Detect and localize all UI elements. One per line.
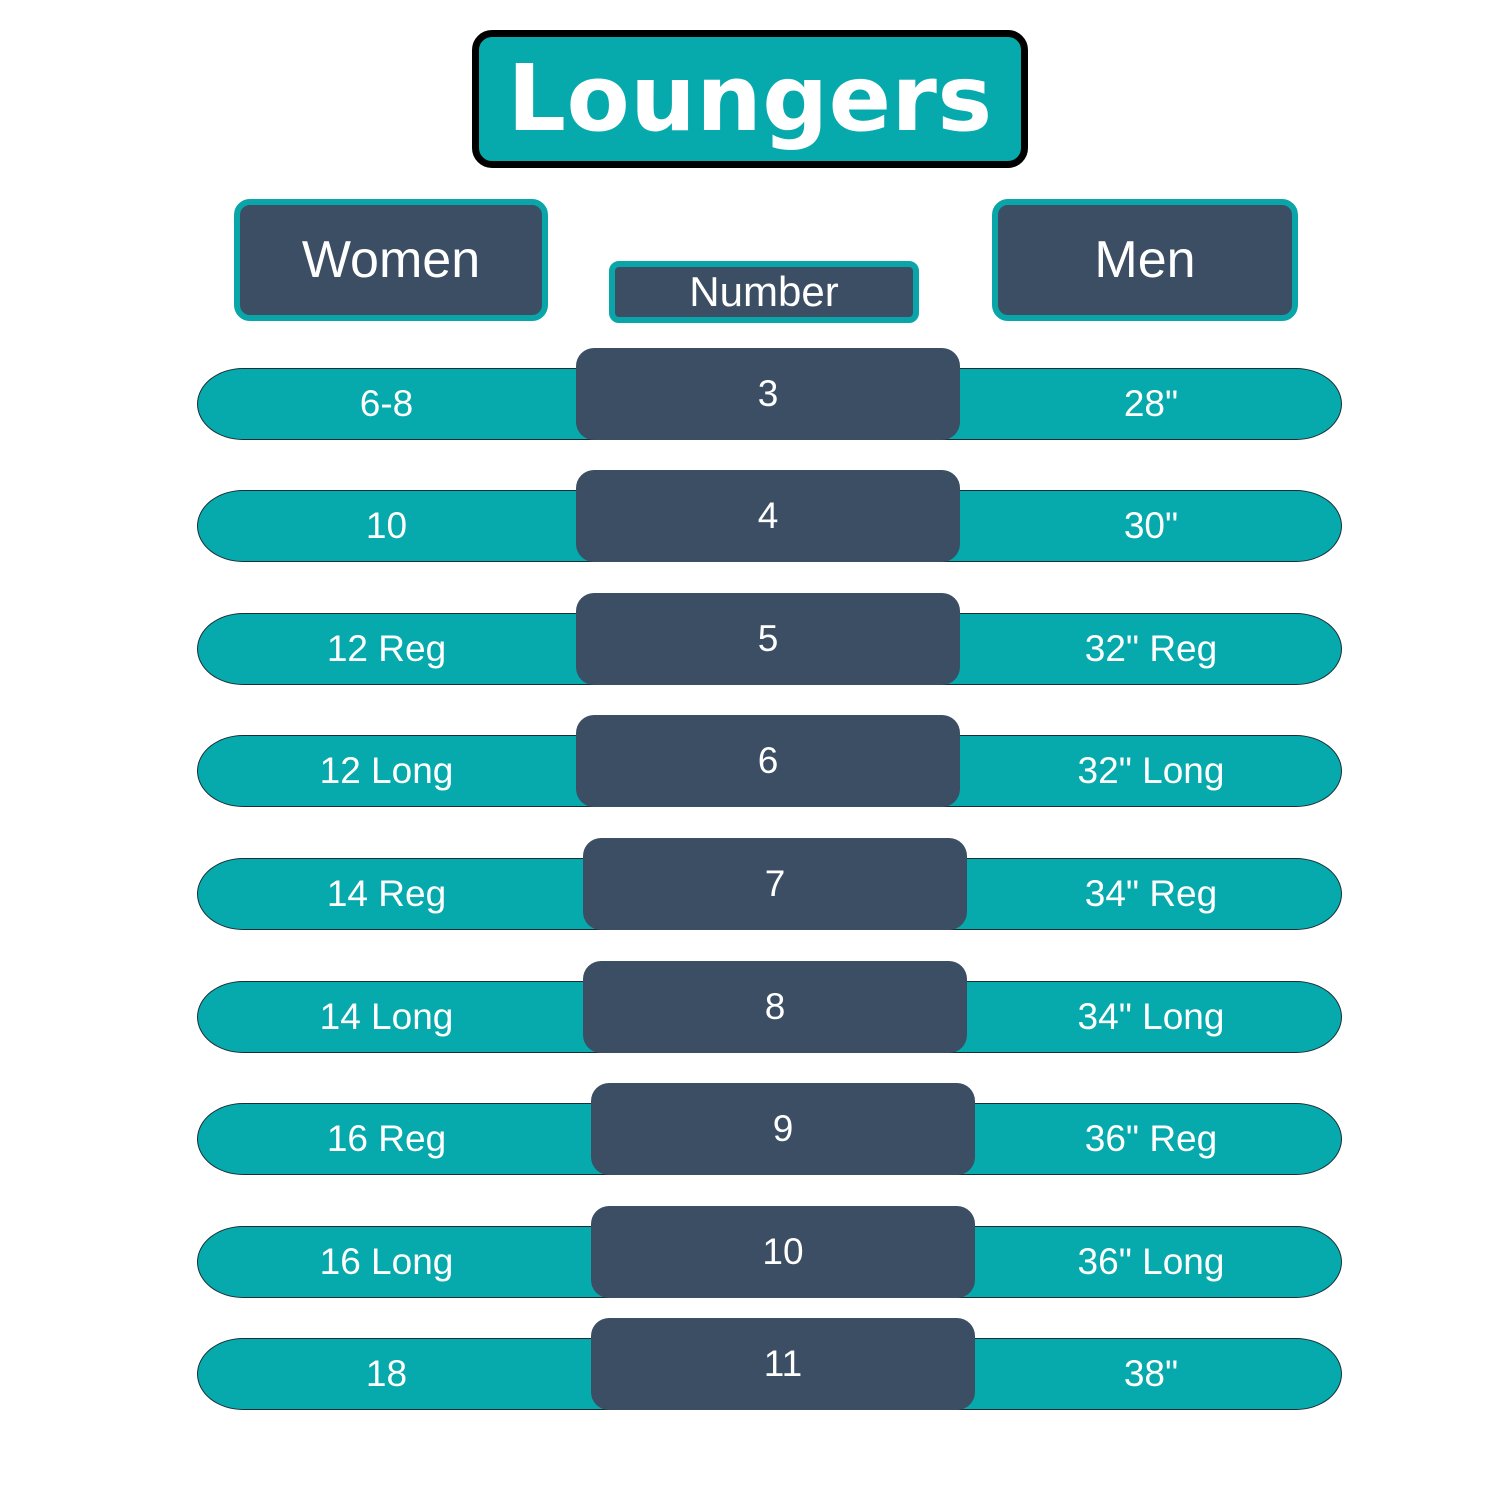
cell-women: 14 Reg — [326, 873, 447, 914]
cell-men: 36" Reg — [1084, 1118, 1218, 1159]
cell-number-box: 3 — [576, 348, 960, 440]
table-row: 18 38" 11 — [0, 1318, 1500, 1430]
column-header-women: Women — [234, 199, 548, 321]
column-header-women-label: Women — [301, 231, 481, 289]
cell-number-box: 4 — [576, 470, 960, 562]
table-row: 14 Reg 34" Reg 7 — [0, 838, 1500, 950]
page-title: Loungers — [507, 45, 993, 152]
cell-men: 34" Long — [1077, 996, 1225, 1037]
cell-number-box: 5 — [576, 593, 960, 685]
cell-number: 3 — [757, 373, 779, 414]
table-row: 12 Reg 32" Reg 5 — [0, 593, 1500, 705]
cell-number: 6 — [757, 740, 779, 781]
cell-men: 32" Reg — [1084, 628, 1218, 669]
cell-men: 36" Long — [1077, 1241, 1225, 1282]
chart-title-box: Loungers — [472, 30, 1028, 168]
cell-number: 7 — [764, 863, 786, 904]
cell-women: 14 Long — [319, 996, 454, 1037]
cell-number-box: 8 — [583, 961, 967, 1053]
cell-women: 12 Reg — [326, 628, 447, 669]
cell-men: 32" Long — [1077, 750, 1225, 791]
cell-number-box: 7 — [583, 838, 967, 930]
table-row: 10 30" 4 — [0, 470, 1500, 582]
cell-number-box: 9 — [591, 1083, 975, 1175]
cell-men: 30" — [1123, 505, 1179, 546]
column-header-men: Men — [992, 199, 1298, 321]
cell-number-box: 6 — [576, 715, 960, 807]
cell-men: 38" — [1123, 1353, 1179, 1394]
cell-number: 10 — [762, 1231, 804, 1272]
cell-women: 18 — [365, 1353, 408, 1394]
column-header-men-label: Men — [1094, 231, 1196, 289]
cell-number: 9 — [772, 1108, 794, 1149]
cell-men: 28" — [1123, 383, 1179, 424]
table-row: 12 Long 32" Long 6 — [0, 715, 1500, 827]
table-row: 14 Long 34" Long 8 — [0, 961, 1500, 1073]
table-row: 6-8 28" 3 — [0, 348, 1500, 460]
cell-number: 5 — [757, 618, 779, 659]
cell-number: 8 — [764, 986, 786, 1027]
cell-number-box: 10 — [591, 1206, 975, 1298]
cell-number-box: 11 — [591, 1318, 975, 1410]
cell-women: 16 Long — [319, 1241, 454, 1282]
cell-number: 4 — [757, 495, 779, 536]
column-header-number-label: Number — [689, 268, 839, 315]
cell-women: 16 Reg — [326, 1118, 447, 1159]
cell-women: 6-8 — [359, 383, 414, 424]
cell-men: 34" Reg — [1084, 873, 1218, 914]
cell-number: 11 — [763, 1343, 803, 1384]
table-row: 16 Long 36" Long 10 — [0, 1206, 1500, 1318]
column-header-number: Number — [609, 261, 919, 323]
cell-women: 10 — [365, 505, 408, 546]
table-row: 16 Reg 36" Reg 9 — [0, 1083, 1500, 1195]
cell-women: 12 Long — [319, 750, 454, 791]
